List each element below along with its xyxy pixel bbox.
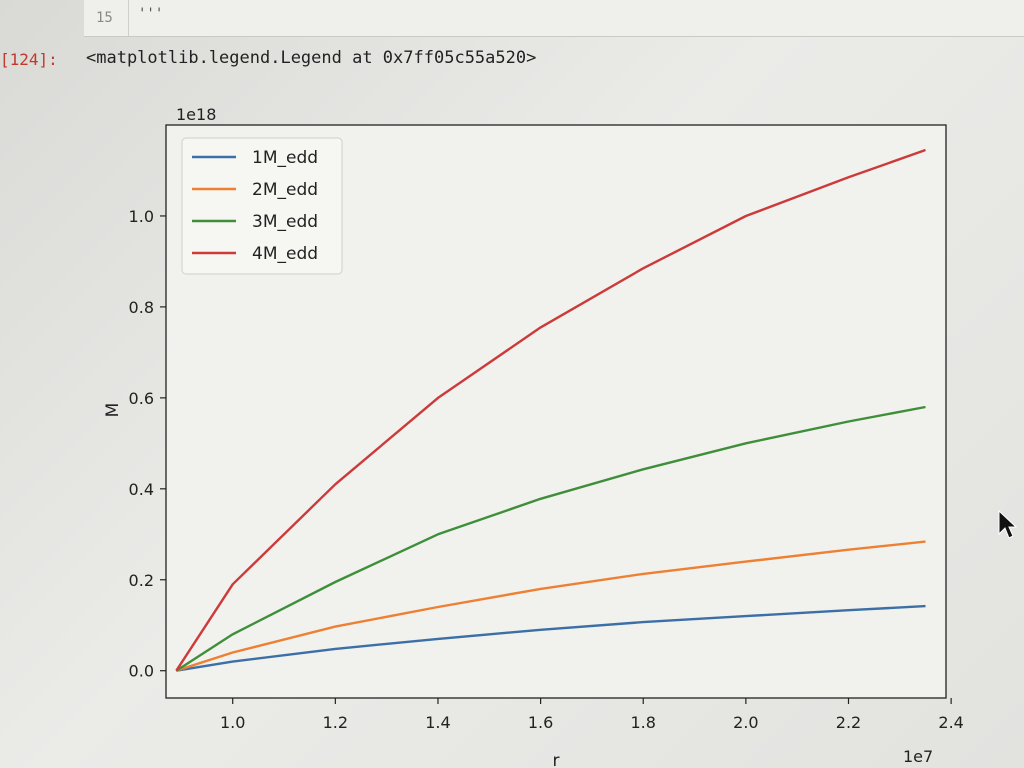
x-tick-label: 2.0	[733, 713, 758, 732]
x-tick-label: 1.8	[631, 713, 656, 732]
series-line-4M_edd	[175, 148, 926, 672]
legend-label-3M_edd: 3M_edd	[252, 212, 318, 232]
y-tick-label: 0.2	[129, 571, 154, 590]
series-line-1M_edd	[176, 604, 926, 672]
legend: 1M_edd 2M_edd 3M_edd 4M_edd	[181, 137, 343, 275]
y-tick-label: 0.6	[129, 389, 154, 408]
code-fragment: '''	[138, 6, 164, 22]
output-prompt: [124]:	[0, 50, 58, 69]
x-tick-label: 1.6	[528, 713, 553, 732]
line-number: 15	[96, 10, 113, 26]
y-tick-label: 0.4	[129, 480, 154, 499]
y-tick-label: 0.0	[129, 662, 154, 681]
series-line-2M_edd	[175, 540, 926, 672]
output-text: <matplotlib.legend.Legend at 0x7ff05c55a…	[86, 48, 537, 68]
y-tick-label: 1.0	[129, 207, 154, 226]
x-tick-label: 1.0	[220, 713, 245, 732]
mouse-cursor-icon	[998, 510, 1018, 539]
y-axis-label: M	[103, 403, 123, 418]
x-axis-label: r	[553, 751, 560, 768]
y-tick-label: 0.8	[129, 298, 154, 317]
y-offset-label: 1e18	[176, 105, 216, 124]
legend-label-1M_edd: 1M_edd	[252, 148, 318, 168]
legend-label-2M_edd: 2M_edd	[252, 180, 318, 200]
legend-label-4M_edd: 4M_edd	[252, 244, 318, 264]
x-offset-label: 1e7	[903, 747, 933, 766]
series-layer	[175, 148, 926, 672]
previous-code-cell[interactable]	[84, 0, 1024, 37]
x-tick-label: 2.4	[938, 713, 963, 732]
x-tick-label: 1.2	[323, 713, 348, 732]
axes-layer: 1.0 1.2 1.4 1.6 1.8 2.0 2.2 2.4 0.0 0.2 0.4 0.6 0.8 1…	[129, 207, 964, 732]
legend-box	[181, 137, 343, 275]
series-line-3M_edd	[175, 405, 926, 672]
x-tick-label: 1.4	[425, 713, 450, 732]
gutter-divider	[128, 0, 129, 36]
x-tick-label: 2.2	[836, 713, 861, 732]
